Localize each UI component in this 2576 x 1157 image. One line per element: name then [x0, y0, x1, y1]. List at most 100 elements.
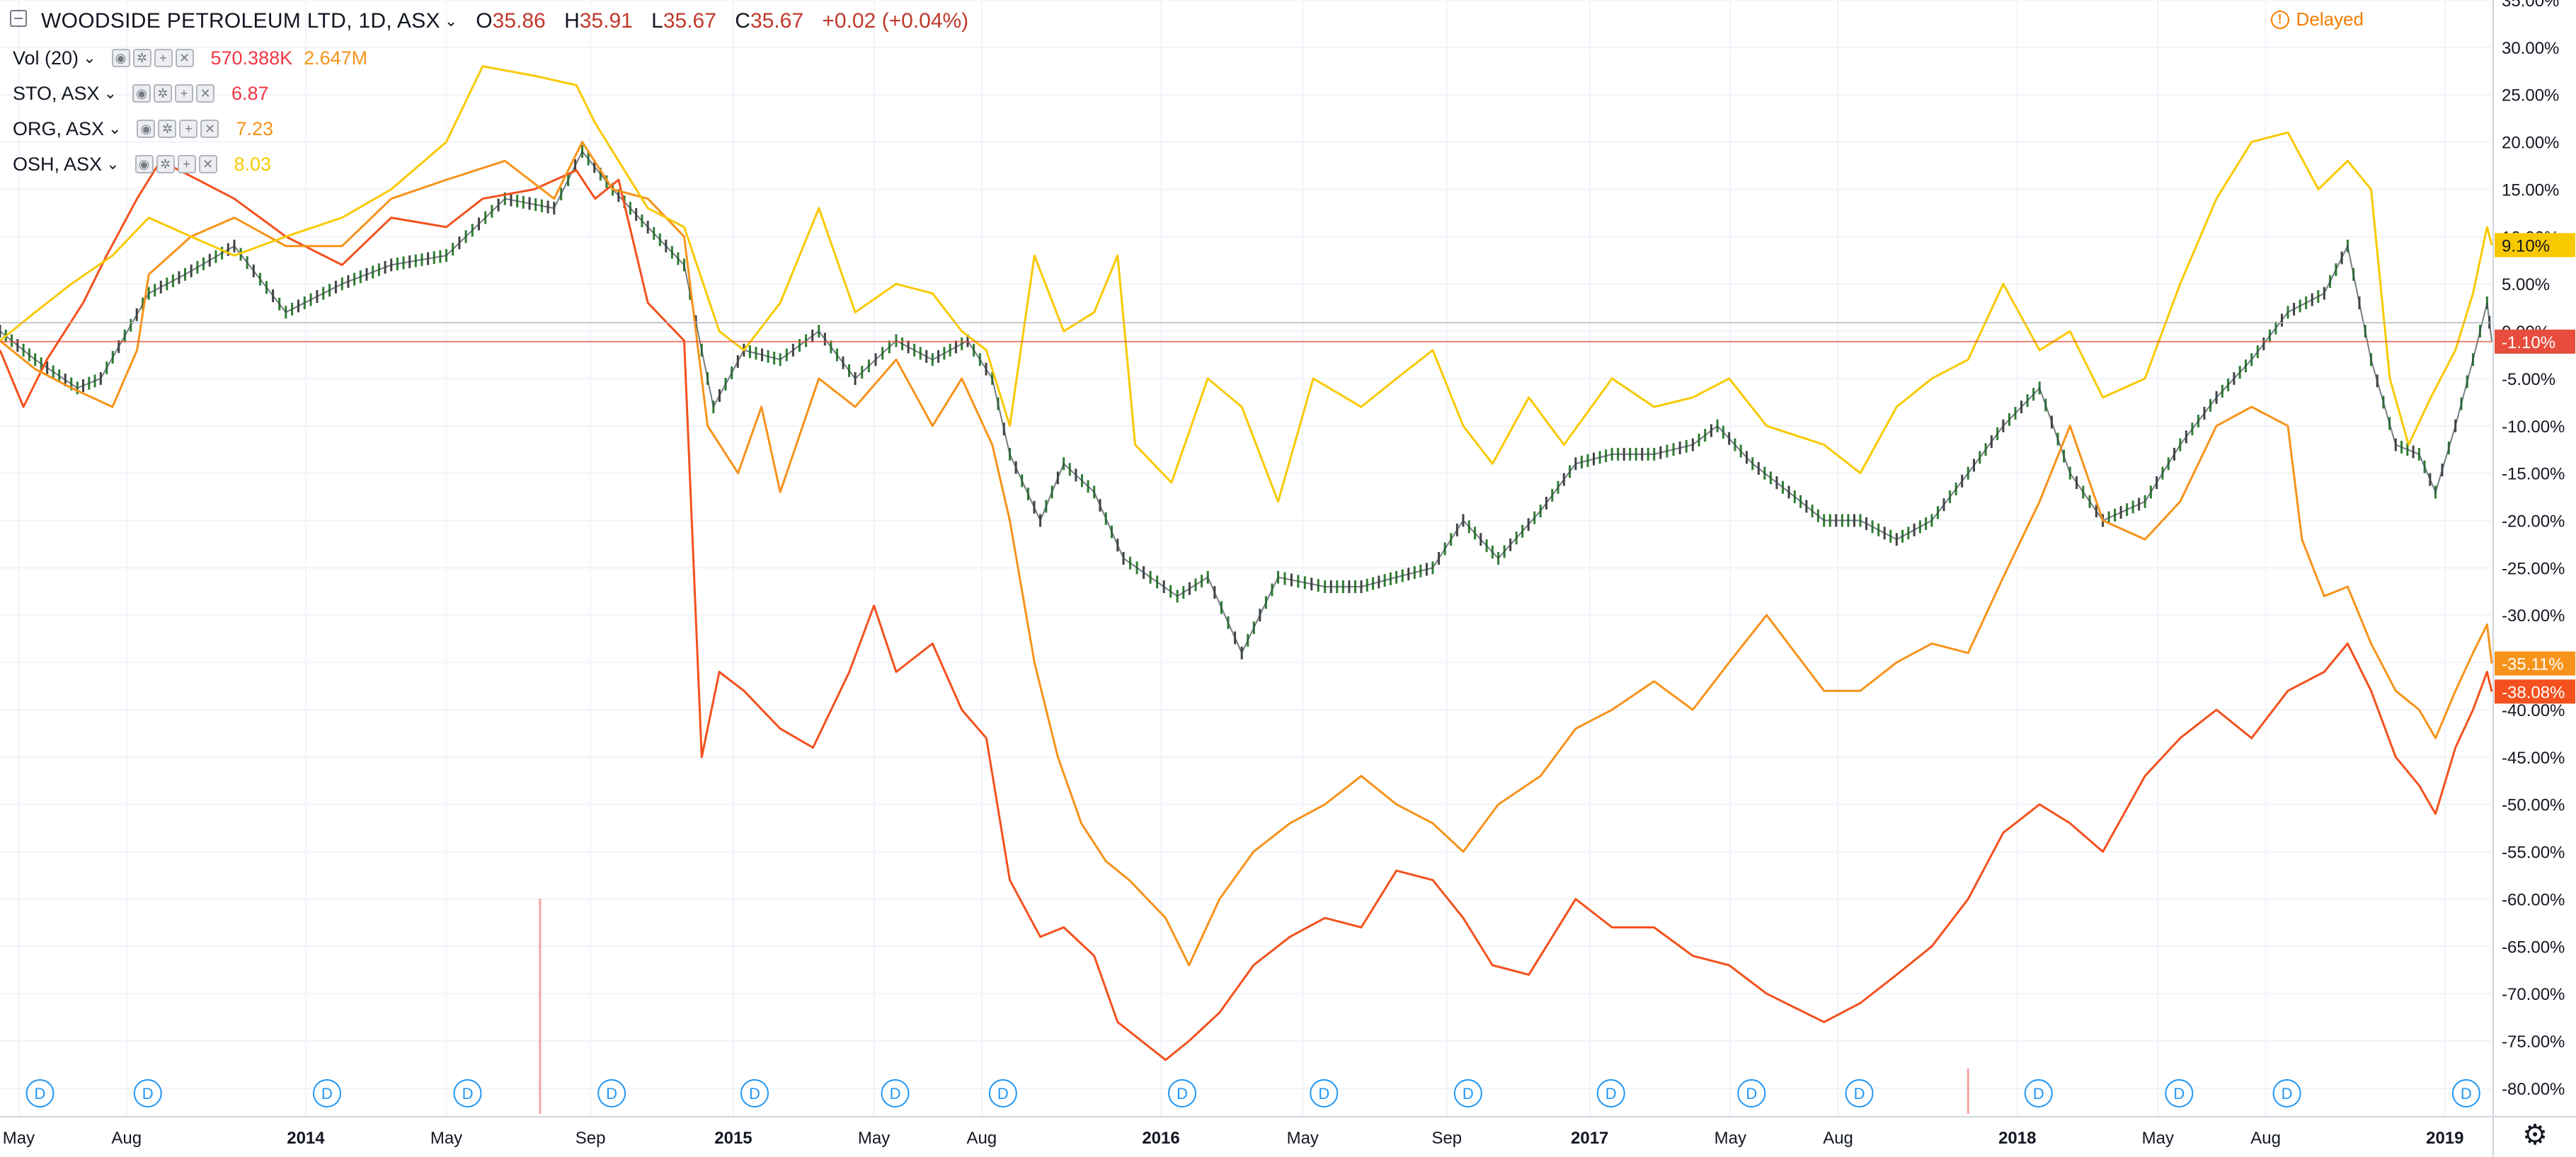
dividend-marker[interactable]	[1845, 1079, 1874, 1107]
x-tick-label: Aug	[2250, 1129, 2281, 1148]
x-tick-label: May	[3, 1129, 35, 1148]
close-icon[interactable]: ✕	[196, 84, 214, 103]
plus-icon[interactable]: +	[154, 49, 173, 67]
compare-symbol-name[interactable]: STO, ASX	[13, 82, 100, 104]
dividend-marker-label: D	[2173, 1085, 2185, 1103]
dividend-marker-label: D	[1746, 1085, 1757, 1103]
dividend-marker[interactable]	[1168, 1079, 1197, 1107]
eye-icon[interactable]: ◉	[111, 49, 130, 67]
compare-symbol-name[interactable]: ORG, ASX	[13, 117, 105, 139]
dividend-marker[interactable]	[133, 1079, 162, 1107]
settings-icon[interactable]: ✲	[158, 120, 177, 138]
dividend-marker-label: D	[1605, 1085, 1617, 1103]
plus-icon[interactable]: +	[179, 120, 198, 138]
plus-icon[interactable]: +	[175, 84, 193, 103]
y-tick-label: -60.00%	[2502, 890, 2565, 909]
legend-row-sto[interactable]: STO, ASX ⌄ ◉ ✲ + ✕ 6.87	[13, 79, 269, 108]
dividend-marker[interactable]	[1310, 1079, 1339, 1107]
y-tick-label: -30.00%	[2502, 606, 2565, 626]
delayed-indicator[interactable]: ! Delayed	[2270, 8, 2364, 30]
x-tick-label: Sep	[1431, 1129, 1462, 1148]
chevron-down-icon[interactable]: ⌄	[106, 155, 120, 173]
high-key: H	[564, 9, 580, 33]
dividend-marker[interactable]	[2024, 1079, 2053, 1107]
chevron-down-icon[interactable]: ⌄	[83, 49, 96, 67]
close-icon[interactable]: ✕	[198, 155, 217, 173]
open-key: O	[476, 9, 493, 33]
eye-icon[interactable]: ◉	[132, 84, 151, 103]
last-value-label-bg	[2495, 233, 2575, 258]
compare-symbol-name[interactable]: OSH, ASX	[13, 153, 103, 175]
open-value: 35.86	[492, 9, 546, 33]
x-tick-label: Aug	[1823, 1129, 1853, 1148]
dividend-marker[interactable]	[25, 1079, 55, 1107]
study-tools: ◉ ✲ + ✕	[134, 155, 217, 173]
y-tick-label: 20.00%	[2502, 134, 2559, 153]
dividend-marker[interactable]	[312, 1079, 341, 1107]
settings-icon[interactable]: ✲	[156, 155, 175, 173]
eye-icon[interactable]: ◉	[137, 120, 156, 138]
x-tick-label: Sep	[576, 1129, 606, 1148]
dividend-marker[interactable]	[988, 1079, 1017, 1107]
dividend-marker[interactable]	[2451, 1079, 2480, 1107]
dividend-marker[interactable]	[1737, 1079, 1766, 1107]
last-value-label-bg	[2495, 329, 2575, 354]
last-value-label: -38.08%	[2502, 683, 2565, 702]
dividend-marker[interactable]	[2272, 1079, 2301, 1107]
x-tick-label: May	[858, 1129, 890, 1148]
study-tools: ◉ ✲ + ✕	[111, 49, 194, 67]
y-tick-label: -80.00%	[2502, 1080, 2565, 1099]
close-value: 35.67	[750, 9, 804, 33]
eye-icon[interactable]: ◉	[134, 155, 154, 173]
dividend-marker[interactable]	[1453, 1079, 1482, 1107]
collapse-icon[interactable]	[10, 10, 27, 27]
chevron-down-icon[interactable]: ⌄	[103, 84, 117, 102]
x-tick-label: 2014	[287, 1129, 325, 1148]
y-tick-label: 5.00%	[2502, 275, 2550, 294]
chevron-down-icon[interactable]: ⌄	[444, 12, 458, 30]
x-tick-label: 2015	[714, 1129, 752, 1148]
compare-value: 7.23	[236, 117, 274, 139]
dividend-marker[interactable]	[2165, 1079, 2194, 1107]
legend-row-org[interactable]: ORG, ASX ⌄ ◉ ✲ + ✕ 7.23	[13, 115, 273, 143]
dividend-marker[interactable]	[597, 1079, 626, 1107]
y-tick-label: -10.00%	[2502, 418, 2565, 437]
study-name[interactable]: Vol (20)	[13, 47, 79, 69]
dividend-marker-label: D	[142, 1085, 154, 1103]
y-tick-label: -40.00%	[2502, 701, 2565, 720]
gear-icon[interactable]: ⚙	[2522, 1119, 2548, 1151]
close-icon[interactable]: ✕	[200, 120, 219, 138]
close-key: C	[735, 9, 750, 33]
x-tick-label: 2017	[1571, 1129, 1608, 1148]
dividend-marker[interactable]	[740, 1079, 769, 1107]
close-icon[interactable]: ✕	[175, 49, 194, 67]
dividend-marker-label: D	[2282, 1085, 2293, 1103]
high-value: 35.91	[579, 9, 633, 33]
y-tick-label: -55.00%	[2502, 844, 2565, 863]
dividend-marker[interactable]	[1596, 1079, 1625, 1107]
study-tools: ◉ ✲ + ✕	[137, 120, 219, 138]
legend-row-volume[interactable]: Vol (20) ⌄ ◉ ✲ + ✕ 570.388K 2.647M	[13, 44, 367, 72]
symbol-title[interactable]: WOODSIDE PETROLEUM LTD, 1D, ASX	[41, 9, 440, 33]
compare-value: 8.03	[234, 153, 272, 175]
low-value: 35.67	[663, 9, 716, 33]
dividend-marker[interactable]	[453, 1079, 482, 1107]
study-tools: ◉ ✲ + ✕	[132, 84, 214, 103]
dividend-marker-label: D	[606, 1085, 617, 1103]
dividend-marker-label: D	[35, 1085, 46, 1103]
plus-icon[interactable]: +	[177, 155, 196, 173]
x-tick-label: May	[1287, 1129, 1319, 1148]
x-tick-label: Aug	[111, 1129, 142, 1148]
settings-icon[interactable]: ✲	[132, 49, 151, 67]
y-tick-label: -5.00%	[2502, 370, 2555, 389]
settings-icon[interactable]: ✲	[154, 84, 172, 103]
legend-row-osh[interactable]: OSH, ASX ⌄ ◉ ✲ + ✕ 8.03	[13, 150, 271, 178]
volume-value: 570.388K	[210, 47, 293, 69]
y-tick-label: -45.00%	[2502, 749, 2565, 768]
chevron-down-icon[interactable]: ⌄	[108, 120, 122, 137]
dividend-marker[interactable]	[881, 1079, 910, 1107]
price-series-line	[0, 150, 2492, 655]
main-symbol-row[interactable]: WOODSIDE PETROLEUM LTD, 1D, ASX ⌄ O35.86…	[41, 7, 981, 35]
